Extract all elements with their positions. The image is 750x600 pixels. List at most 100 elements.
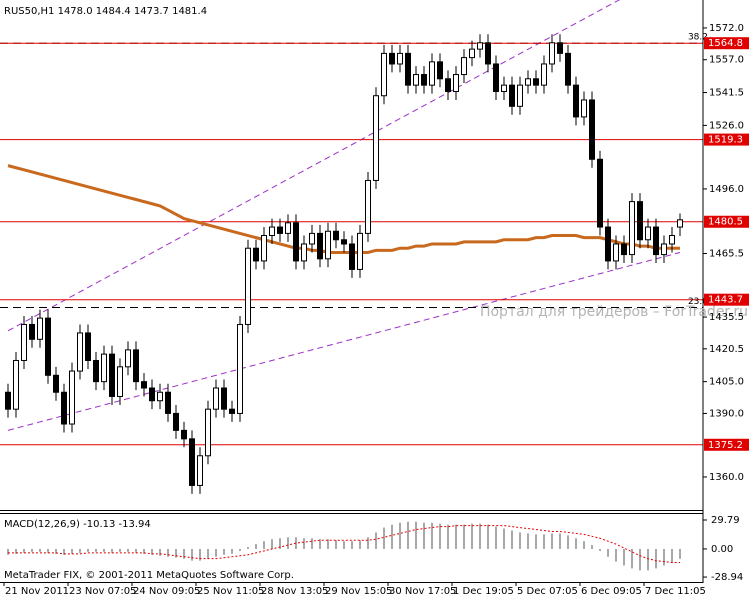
macd-bar [15, 548, 17, 554]
fib-label: 38.2 [688, 33, 708, 43]
candle-body [469, 48, 475, 59]
candle-body [557, 42, 563, 54]
candle-body [485, 42, 491, 65]
candle-body [357, 232, 363, 270]
macd-bar [127, 548, 129, 552]
candle-body [21, 323, 27, 361]
macd-bar [103, 548, 105, 552]
macd-bar [39, 548, 41, 552]
y-tick-label: 1526.0 [709, 120, 744, 131]
macd-bar [527, 533, 529, 549]
macd-bar [407, 521, 409, 549]
macd-tick-label: -28.94 [711, 572, 743, 583]
macd-bar [375, 532, 377, 549]
macd-bar [367, 537, 369, 549]
level-box [704, 215, 749, 228]
trendline [7, 0, 621, 332]
candle-body [549, 42, 555, 65]
macd-bar [327, 539, 329, 549]
candle-body [53, 374, 59, 393]
candle-body [293, 222, 299, 262]
candle-body [613, 243, 619, 262]
y-tick-label: 1420.5 [709, 344, 744, 355]
macd-bar [431, 522, 433, 549]
macd-bar [7, 548, 9, 555]
x-tick-label: 25 Nov 11:05 [197, 586, 264, 597]
macd-bar [351, 541, 353, 549]
candle-body [141, 381, 147, 389]
level-label: 1443.7 [708, 295, 743, 306]
candle-body [61, 391, 67, 425]
macd-bar [511, 530, 513, 549]
macd-bar [239, 548, 241, 551]
candle-body [605, 226, 611, 262]
macd-bar [503, 528, 505, 549]
candle-body [37, 317, 43, 340]
y-tick-label: 1496.0 [709, 184, 744, 195]
candle-body [5, 391, 11, 410]
macd-bar [639, 548, 641, 571]
candle-body [221, 387, 227, 410]
macd-bar [287, 537, 289, 549]
candle-body [373, 95, 379, 181]
macd-bar [199, 548, 201, 561]
candle-body [93, 359, 99, 383]
candle-body [85, 332, 91, 361]
macd-bar [159, 548, 161, 556]
candle-body [581, 99, 587, 118]
macd-bar [167, 548, 169, 557]
macd-bar [415, 521, 417, 549]
candle-body [13, 359, 19, 410]
y-tick-label: 1435.5 [709, 312, 744, 323]
candle-body [509, 84, 515, 107]
level-box [704, 133, 749, 146]
x-tick-label: 21 Nov 2011 [5, 586, 69, 597]
macd-bar [111, 548, 113, 553]
candle-body [277, 226, 283, 234]
x-tick-label: 30 Nov 17:05 [389, 586, 456, 597]
fib-label: 23.6 [688, 297, 708, 307]
candle-body [661, 243, 667, 256]
x-tick-label: 6 Dec 09:05 [581, 586, 642, 597]
candle-body [77, 332, 83, 372]
macd-bar [463, 524, 465, 549]
candle-body [397, 52, 403, 65]
candle-body [45, 317, 51, 376]
candle-body [133, 349, 139, 383]
candle-body [629, 201, 635, 256]
candle-body [165, 391, 171, 414]
candle-body [317, 232, 323, 260]
macd-bar [151, 548, 153, 555]
macd-bar [79, 548, 81, 553]
candle-body [653, 226, 659, 256]
candle-body [445, 78, 451, 92]
macd-bar [47, 548, 49, 553]
y-tick-label: 1465.5 [709, 249, 744, 260]
macd-bar [423, 522, 425, 549]
macd-bar [343, 541, 345, 549]
candle-body [645, 226, 651, 241]
candle-body [453, 74, 459, 92]
macd-bar [247, 547, 249, 549]
macd-bar [223, 548, 225, 555]
candle-body [517, 84, 523, 107]
candle-body [181, 429, 187, 440]
macd-bar [295, 537, 297, 549]
x-tick-label: 29 Nov 15:05 [325, 586, 392, 597]
macd-bar [575, 538, 577, 549]
candle-body [669, 235, 675, 245]
macd-bar [263, 541, 265, 549]
macd-bar [143, 548, 145, 554]
candle-body [149, 387, 155, 402]
y-tick-label: 1557.0 [709, 55, 744, 66]
candle-body [229, 408, 235, 414]
macd-bar [135, 548, 137, 553]
macd-bar [55, 548, 57, 554]
macd-bar [183, 548, 185, 559]
macd-bar [335, 540, 337, 549]
macd-plot [7, 521, 681, 571]
candle-body [309, 232, 315, 245]
macd-bar [631, 548, 633, 569]
candle-body [253, 247, 259, 262]
